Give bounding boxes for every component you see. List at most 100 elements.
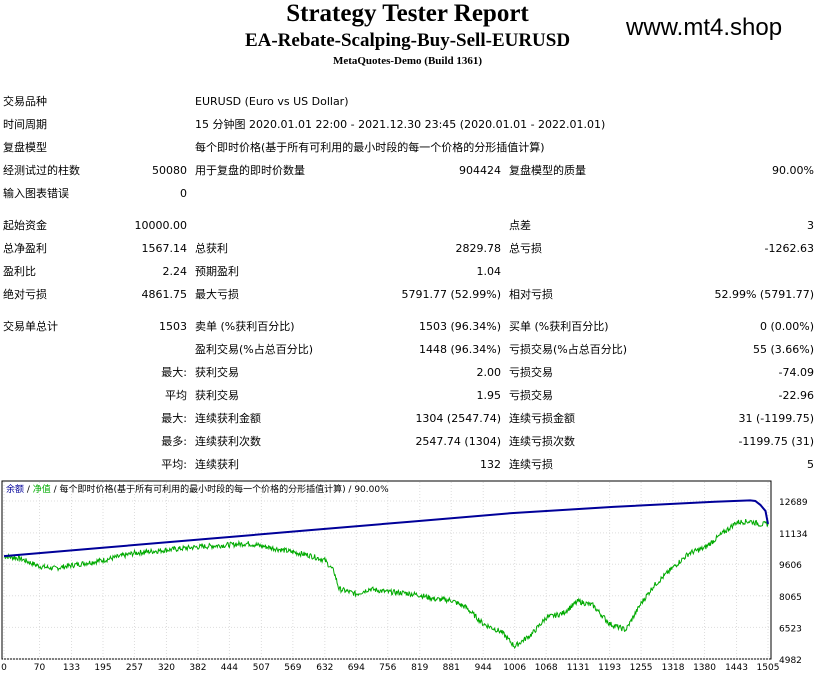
gross-loss-label: 总亏损: [509, 242, 542, 255]
quality-value: 90.00%: [772, 164, 814, 177]
x-tick-label: 382: [189, 663, 206, 673]
y-tick-label: 6523: [779, 624, 802, 634]
legend-equity: 净值: [33, 483, 51, 495]
profit-factor-value: 2.24: [162, 265, 188, 278]
profit-trades-value: 1448 (96.34%): [418, 343, 501, 356]
y-tick-label: 12689: [779, 498, 808, 508]
bars-label: 经测试过的柱数: [3, 164, 80, 177]
average-prefix: 平均: [165, 389, 187, 402]
x-tick-label: 1131: [567, 663, 590, 673]
avg-consec-wins-value: 132: [480, 458, 501, 471]
x-tick-label: 569: [284, 663, 301, 673]
gross-profit-value: 2829.78: [455, 242, 502, 255]
x-tick-label: 1318: [662, 663, 685, 673]
max-consec-losses-money-value: 31 (-1199.75): [738, 412, 814, 425]
quality-label: 复盘模型的质量: [509, 164, 586, 177]
net-profit-label: 总净盈利: [3, 242, 47, 255]
largest-profit-value: 2.00: [476, 366, 502, 379]
legend-rest: / 每个即时价格(基于所有可利用的最小时段的每一个价格的分形插值计算) / 90…: [51, 483, 389, 495]
y-tick-label: 8065: [779, 593, 802, 603]
legend-balance: 余额: [6, 483, 24, 495]
rel-drawdown-value: 52.99% (5791.77): [714, 288, 814, 301]
x-tick-label: 944: [475, 663, 492, 673]
average-loss-label: 亏损交易: [509, 389, 553, 402]
rel-drawdown-label: 相对亏损: [509, 288, 553, 301]
errors-label: 输入图表错误: [3, 187, 69, 200]
ticks-label: 用于复盘的即时价数量: [195, 164, 305, 177]
loss-trades-value: 55 (3.66%): [752, 343, 814, 356]
avg-consec-losses-value: 5: [807, 458, 814, 471]
loss-trades-label: 亏损交易(%占总百分比): [509, 343, 628, 356]
profit-factor-label: 盈利比: [3, 265, 36, 278]
x-tick-label: 1443: [725, 663, 748, 673]
model-label: 复盘模型: [3, 141, 47, 154]
abs-drawdown-label: 绝对亏损: [3, 288, 47, 301]
x-tick-label: 694: [348, 663, 365, 673]
chart-legend: 余额 / 净值 / 每个即时价格(基于所有可利用的最小时段的每一个价格的分形插值…: [6, 483, 389, 495]
x-tick-label: 507: [253, 663, 270, 673]
x-tick-label: 1193: [598, 663, 621, 673]
x-tick-label: 257: [126, 663, 143, 673]
equity-chart: 余额 / 净值 / 每个即时价格(基于所有可利用的最小时段的每一个价格的分形插值…: [1, 480, 808, 673]
long-positions-value: 0 (0.00%): [759, 320, 814, 333]
x-tick-label: 0: [1, 663, 7, 673]
balance-line: [3, 499, 769, 558]
x-tick-label: 1255: [630, 663, 653, 673]
expert-name: EA-Rebate-Scalping-Buy-Sell-EURUSD: [244, 30, 571, 51]
x-tick-label: 1380: [693, 663, 716, 673]
max-consec-wins-money-label: 连续获利金额: [195, 412, 261, 425]
x-tick-label: 1505: [757, 663, 780, 673]
max-consec-losses-money-label: 连续亏损金额: [509, 412, 575, 425]
average-profit-label: 获利交易: [195, 389, 239, 402]
x-tick-label: 70: [34, 663, 46, 673]
x-tick-label: 320: [158, 663, 175, 673]
gross-loss-value: -1262.63: [764, 242, 814, 255]
largest-loss-label: 亏损交易: [509, 366, 553, 379]
max-consec-wins-count-label: 连续获利次数: [195, 435, 261, 448]
plot-frame: [1, 480, 772, 660]
period-value: 15 分钟图 2020.01.01 22:00 - 2021.12.30 23:…: [195, 118, 606, 131]
x-tick-label: 1068: [535, 663, 558, 673]
average-loss-value: -22.96: [778, 389, 814, 402]
equity-line: [3, 518, 769, 650]
x-tick-label: 195: [94, 663, 111, 673]
x-tick-label: 444: [221, 663, 238, 673]
max-consec-wins-count-value: 2547.74 (1304): [415, 435, 501, 448]
y-tick-label: 9606: [779, 561, 802, 571]
max-consec-losses-count-value: -1199.75 (31): [738, 435, 814, 448]
series-layer: [3, 499, 769, 650]
max-consec-money-prefix: 最大:: [161, 412, 187, 425]
average-profit-value: 1.95: [476, 389, 502, 402]
avg-consec-wins-label: 连续获利: [195, 458, 239, 471]
y-axis: 12689 11134 9606 8065 6523 4982: [779, 498, 808, 666]
gross-profit-label: 总获利: [195, 242, 228, 255]
max-consec-losses-count-label: 连续亏损次数: [509, 435, 575, 448]
x-tick-label: 1006: [503, 663, 526, 673]
x-tick-label: 756: [379, 663, 396, 673]
period-label: 时间周期: [3, 118, 47, 131]
ticks-value: 904424: [459, 164, 501, 177]
max-drawdown-value: 5791.77 (52.99%): [401, 288, 501, 301]
legend-sep: /: [24, 485, 33, 495]
x-axis: 0 70 133 195 257 320 382 444 507 569 632 694 756 819 8…: [1, 663, 779, 673]
bars-value: 50080: [152, 164, 187, 177]
watermark: www.mt4.shop: [626, 14, 783, 41]
max-drawdown-label: 最大亏损: [195, 288, 239, 301]
symbol-label: 交易品种: [3, 95, 47, 108]
x-tick-label: 133: [63, 663, 80, 673]
max-consec-wins-money-value: 1304 (2547.74): [415, 412, 501, 425]
x-tick-label: 881: [443, 663, 460, 673]
max-consec-count-prefix: 最多:: [161, 435, 187, 448]
avg-consec-prefix: 平均:: [161, 458, 187, 471]
total-trades-value: 1503: [159, 320, 187, 333]
spread-label: 点差: [509, 219, 531, 232]
expected-payoff-label: 预期盈利: [195, 265, 239, 278]
model-value: 每个即时价格(基于所有可利用的最小时段的每一个价格的分形插值计算): [195, 141, 545, 154]
build-info: MetaQuotes-Demo (Build 1361): [332, 55, 483, 67]
total-trades-label: 交易单总计: [3, 320, 58, 333]
x-tick-label: 632: [316, 663, 333, 673]
y-tick-label: 4982: [779, 656, 802, 666]
expected-payoff-value: 1.04: [476, 265, 502, 278]
net-profit-value: 1567.14: [141, 242, 188, 255]
profit-trades-label: 盈利交易(%占总百分比): [195, 343, 314, 356]
